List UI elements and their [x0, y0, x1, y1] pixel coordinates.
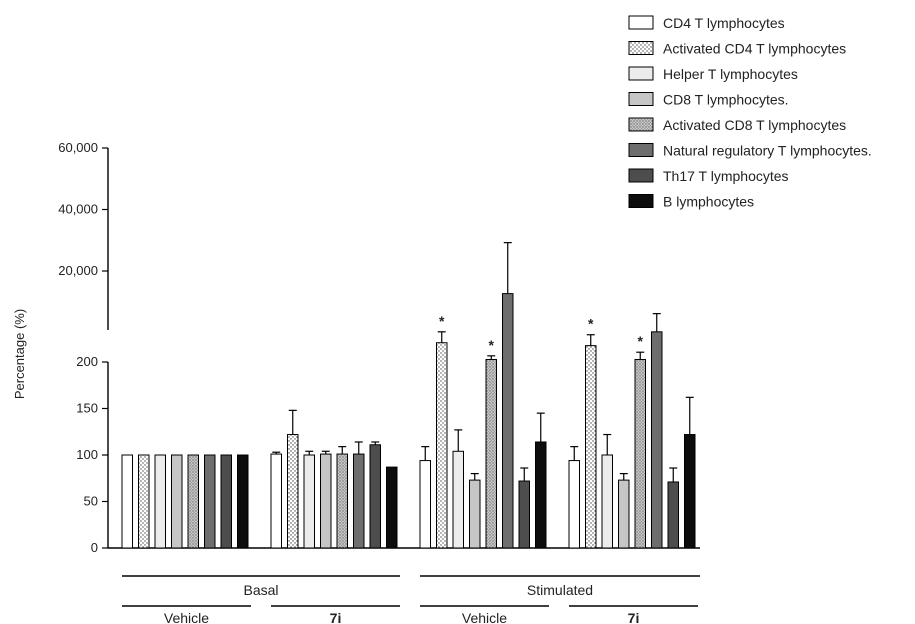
- legend: CD4 T lymphocytes Activated CD4 T lymphoc…: [628, 15, 872, 210]
- y-tick-label: 150: [76, 401, 98, 416]
- bar: [452, 450, 464, 549]
- significance-star: *: [638, 333, 644, 349]
- axes: 0 50 100 150 200 20,000 40,000 60,000: [58, 140, 700, 555]
- legend-swatch: [628, 168, 654, 183]
- y-tick-label: 0: [91, 540, 98, 555]
- bar: [237, 454, 249, 549]
- legend-label: CD4 T lymphocytes: [663, 15, 785, 31]
- bar: [369, 444, 381, 549]
- legend-swatch: [628, 41, 654, 55]
- bar: [171, 454, 183, 549]
- bar: [204, 454, 216, 549]
- y-axis-label: Percentage (%): [12, 309, 27, 399]
- legend-label: B lymphocytes: [663, 194, 754, 210]
- bar: [535, 441, 547, 549]
- bar: [121, 454, 133, 549]
- bars-layer: [121, 293, 696, 549]
- bar: [220, 454, 232, 549]
- bar: [287, 434, 299, 549]
- bar: [618, 479, 630, 549]
- bar: [419, 460, 431, 549]
- bar: [469, 479, 481, 549]
- significance-star: *: [489, 337, 495, 353]
- bar: [568, 460, 580, 549]
- bar: [353, 453, 365, 549]
- bar: [585, 345, 597, 549]
- legend-label: Activated CD4 T lymphocytes: [663, 41, 846, 57]
- bar: [386, 466, 398, 549]
- legend-label: Natural regulatory T lymphocytes.: [663, 143, 872, 159]
- bar: [336, 453, 348, 549]
- group-label-bottom: Vehicle: [462, 610, 507, 624]
- group-label-bottom: 7i: [330, 610, 342, 624]
- significance-star: *: [588, 316, 594, 332]
- bar: [601, 454, 613, 549]
- legend-swatch: [628, 15, 654, 30]
- legend-swatch: [628, 194, 654, 208]
- group-label-bottom: Vehicle: [164, 610, 209, 624]
- y-tick-label: 100: [76, 447, 98, 462]
- bar: [270, 453, 282, 549]
- legend-swatch: [628, 117, 654, 132]
- legend-swatch: [628, 143, 654, 157]
- bar: [320, 453, 332, 549]
- legend-label: Th17 T lymphocytes: [663, 168, 789, 184]
- bar: [436, 342, 448, 549]
- legend-swatch: [628, 92, 654, 106]
- y-tick-label: 200: [76, 354, 98, 369]
- bar: [634, 358, 646, 549]
- bar: [651, 331, 663, 549]
- group-label-bottom: 7i: [628, 610, 640, 624]
- y-tick-label: 20,000: [58, 263, 98, 278]
- y-tick-label: 60,000: [58, 140, 98, 155]
- bar: [187, 454, 199, 549]
- legend-label: CD8 T lymphocytes.: [663, 92, 789, 108]
- significance-layer: * * * *: [439, 313, 644, 353]
- legend-label: Helper T lymphocytes: [663, 66, 798, 82]
- bar: [303, 454, 315, 549]
- y-tick-label: 50: [84, 494, 98, 509]
- bar: [138, 454, 150, 549]
- error-bars-layer: [272, 242, 694, 482]
- bar: [502, 293, 514, 549]
- bar: [667, 481, 679, 549]
- bar: [154, 454, 166, 549]
- group-label-top: Basal: [243, 582, 278, 598]
- bar: [684, 434, 696, 549]
- group-labels: Basal Stimulated Vehicle 7i Vehicle 7i: [122, 575, 700, 624]
- y-tick-label: 40,000: [58, 202, 98, 217]
- group-label-top: Stimulated: [527, 582, 593, 598]
- significance-star: *: [439, 313, 445, 329]
- bar: [485, 358, 497, 549]
- bar: [518, 480, 530, 549]
- legend-label: Activated CD8 T lymphocytes: [663, 117, 846, 133]
- legend-swatch: [628, 66, 654, 81]
